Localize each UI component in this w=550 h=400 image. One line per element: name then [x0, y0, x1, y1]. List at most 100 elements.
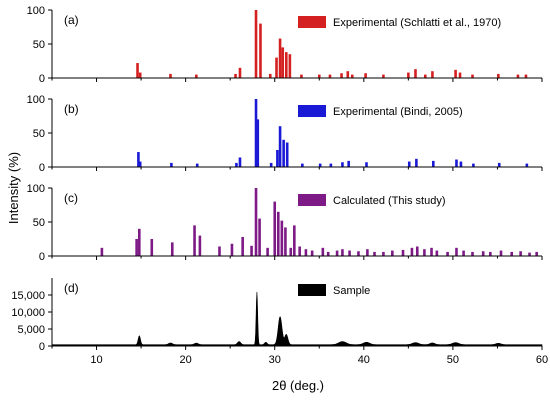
peak-bar: [535, 251, 538, 256]
peak-bar: [195, 163, 199, 167]
y-tick-label: 0: [39, 341, 45, 353]
peak-bar: [234, 73, 237, 78]
peak-bar: [365, 162, 368, 167]
peak-bar: [150, 239, 154, 256]
peak-bar: [524, 74, 528, 78]
peak-bar: [391, 250, 394, 256]
legend-label: Sample: [333, 285, 370, 297]
peak-bar: [410, 247, 414, 256]
panel-label: (a): [64, 13, 79, 27]
legend-label: Experimental (Schlatti et al., 1970): [333, 17, 501, 29]
x-tick-label: 10: [90, 354, 102, 366]
x-tick-label: 30: [269, 354, 281, 366]
peak-bar: [357, 251, 360, 256]
peak-bar: [346, 71, 350, 78]
legend-swatch: [298, 284, 326, 296]
peak-bar: [169, 73, 172, 78]
peak-bar: [481, 251, 485, 256]
peak-bar: [170, 162, 173, 167]
peak-bar: [256, 119, 260, 167]
panel-1: Experimental (Schlatti et al., 1970) (a) 0…: [27, 5, 543, 85]
peak-bar: [254, 188, 258, 256]
peak-bar: [280, 220, 284, 256]
peak-bar: [273, 201, 277, 256]
legend-label: Calculated (This study): [333, 195, 446, 207]
peak-bar: [293, 225, 296, 256]
peak-bar: [100, 247, 104, 256]
peak-bar: [382, 251, 385, 256]
pattern-trace: [51, 291, 543, 347]
panel-4: Sample (d) 0 5,000 10,000 15,000 10 20 30 40 50 60: [11, 278, 548, 366]
peak-bar: [193, 225, 196, 256]
peak-bar: [136, 63, 139, 78]
peak-bar: [328, 74, 332, 78]
peak-bar: [462, 250, 465, 256]
peak-bar: [266, 247, 269, 256]
peak-bar: [137, 152, 140, 167]
peak-bar: [321, 247, 325, 256]
panel-2: Experimental (Bindi, 2005) (b) 0 50 100: [27, 94, 543, 174]
peak-bar: [347, 160, 350, 167]
peak-bar: [435, 250, 439, 256]
peak-bar: [259, 23, 262, 79]
peak-bar: [432, 160, 435, 167]
y-tick-label: 15,000: [11, 290, 45, 302]
x-tick-label: 60: [536, 354, 548, 366]
peak-bar: [364, 73, 367, 78]
peak-bar: [282, 139, 285, 167]
peak-bar: [300, 74, 303, 78]
peak-bar: [235, 162, 238, 167]
peak-bar: [218, 246, 221, 256]
peak-bar: [454, 69, 457, 78]
y-tick-label: 50: [33, 217, 45, 229]
peak-bar: [525, 163, 529, 167]
y-tick-label: 10,000: [11, 307, 45, 319]
peak-bar: [269, 162, 273, 167]
peak-bar: [373, 251, 376, 256]
peak-bar: [459, 161, 463, 167]
peak-bar: [170, 242, 174, 256]
y-tick-label: 100: [27, 5, 45, 17]
peak-bar: [489, 251, 492, 256]
y-tick-label: 0: [39, 251, 45, 263]
peak-bar: [431, 71, 434, 78]
peak-bar: [499, 250, 503, 256]
peak-bar: [285, 142, 289, 167]
peak-bar: [423, 249, 426, 256]
peak-bar: [278, 38, 282, 78]
peak-bar: [301, 163, 304, 167]
peak-bar: [497, 162, 501, 167]
peak-bar: [382, 74, 385, 78]
y-tick-label: 0: [39, 162, 45, 174]
peak-bar: [288, 54, 292, 78]
peak-bar: [341, 162, 344, 167]
peak-bar: [335, 250, 339, 256]
peak-bar: [414, 69, 417, 78]
peak-bar: [329, 163, 333, 167]
peak-bar: [241, 236, 244, 256]
peak-bar: [268, 73, 272, 78]
peak-bar: [138, 161, 142, 167]
x-axis-label: 2θ (deg.): [272, 378, 324, 393]
panel-label: (d): [64, 281, 79, 295]
peak-bar: [135, 239, 138, 256]
peak-bar: [285, 52, 288, 78]
peak-bar: [298, 246, 301, 256]
peak-bar: [407, 161, 411, 167]
peak-bar: [195, 74, 198, 78]
y-tick-label: 50: [33, 128, 45, 140]
peak-bar: [471, 74, 474, 78]
peak-bar: [366, 249, 369, 256]
peak-bar: [276, 150, 279, 167]
peak-bar: [250, 245, 253, 256]
x-tick-label: 20: [180, 354, 192, 366]
peak-bar: [497, 73, 500, 78]
y-tick-label: 0: [39, 73, 45, 85]
panel-label: (c): [64, 191, 78, 205]
peak-bar: [254, 99, 258, 167]
legend-swatch: [298, 194, 326, 206]
peak-bar: [258, 218, 261, 256]
peak-bar: [289, 247, 293, 256]
peak-bar: [458, 72, 462, 78]
peak-bar: [310, 250, 314, 256]
